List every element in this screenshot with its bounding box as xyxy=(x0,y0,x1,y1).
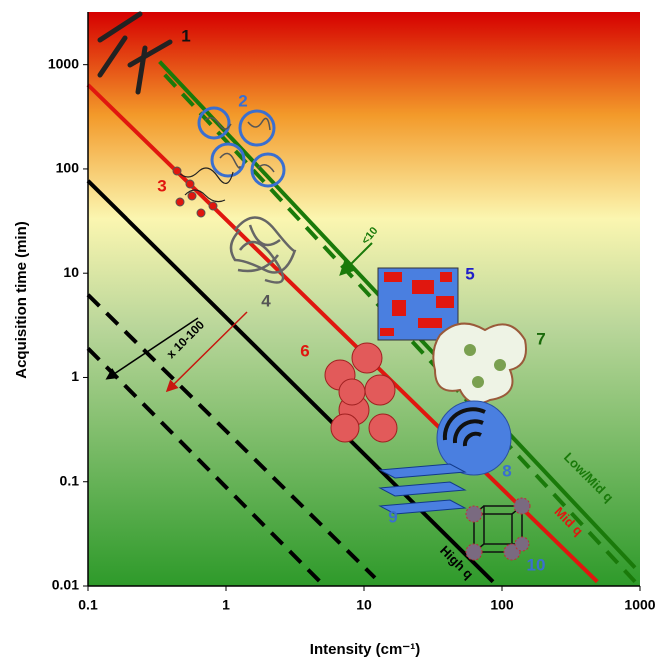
annotation: 6 xyxy=(300,341,309,360)
series-line xyxy=(86,346,322,584)
illustrations xyxy=(97,11,531,561)
x-tick-label: 100 xyxy=(490,597,514,613)
annotation: 8 xyxy=(502,461,511,480)
annotation: 9 xyxy=(388,507,397,526)
arrows xyxy=(105,242,373,393)
x-tick-label: 10 xyxy=(356,597,372,613)
y-tick-label: 10 xyxy=(63,264,79,280)
x-tick-label: 1 xyxy=(222,597,230,613)
annotation: 5 xyxy=(465,264,474,283)
y-tick-label: 0.01 xyxy=(52,577,79,593)
y-axis-title: Acquisition time (min) xyxy=(13,221,30,379)
annotation: 3 xyxy=(157,176,166,195)
y-tick-label: 1000 xyxy=(48,55,79,71)
y-tick-label: 1 xyxy=(71,368,79,384)
annotation: 10 xyxy=(527,555,546,574)
x-tick-label: 0.1 xyxy=(78,597,98,613)
annotation: 2 xyxy=(238,91,247,110)
annotation: 1 xyxy=(181,26,190,45)
series-line xyxy=(86,293,377,580)
x-tick-label: 1000 xyxy=(624,597,655,613)
annotation: 4 xyxy=(261,291,271,310)
series-line xyxy=(86,179,495,584)
x-axis-title: Intensity (cm⁻¹) xyxy=(310,641,420,658)
y-tick-label: 100 xyxy=(56,160,80,176)
plot-background xyxy=(88,12,640,586)
y-tick-label: 0.1 xyxy=(60,472,80,488)
annotation: 7 xyxy=(536,329,545,348)
series-line xyxy=(86,83,599,584)
